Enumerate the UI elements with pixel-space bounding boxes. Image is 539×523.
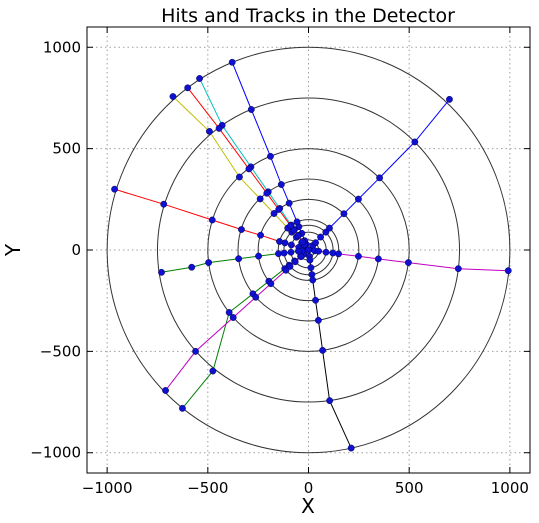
hit-point [248, 106, 254, 112]
hit-point [179, 405, 185, 411]
hit-point [268, 280, 274, 286]
hit-point [257, 196, 263, 202]
hit-point [326, 397, 332, 403]
y-tick-label: 500 [52, 140, 81, 158]
hit-point [307, 257, 313, 263]
hit-point [238, 226, 244, 232]
hit-point [192, 348, 198, 354]
hit-point [295, 233, 301, 239]
hit-point [216, 125, 222, 131]
x-tick-label: −500 [187, 479, 228, 497]
hit-point [348, 445, 354, 451]
hit-point [315, 248, 321, 254]
hit-point [196, 75, 202, 81]
hit-point [341, 211, 347, 217]
hit-point [170, 93, 176, 99]
hit-point [412, 139, 418, 145]
x-axis-label: X [301, 494, 315, 518]
hit-point [276, 238, 282, 244]
y-tick-label: 0 [71, 241, 81, 259]
y-axis-label: Y [1, 243, 25, 257]
hit-point [295, 248, 301, 254]
hit-point [283, 267, 289, 273]
hit-point [288, 249, 294, 255]
hit-point [294, 219, 300, 225]
hit-point [275, 250, 281, 256]
hit-point [405, 259, 411, 265]
chart-title: Hits and Tracks in the Detector [161, 5, 455, 27]
hit-point [205, 259, 211, 265]
hit-point [292, 259, 298, 265]
hit-point [286, 200, 292, 206]
hit-point [323, 249, 329, 255]
hit-point [189, 264, 195, 270]
hit-point [355, 196, 361, 202]
hit-point [310, 277, 316, 283]
hit-point [275, 206, 281, 212]
hit-point [267, 153, 273, 159]
hit-point [246, 166, 252, 172]
hit-point [210, 368, 216, 374]
hit-point [335, 251, 341, 257]
hit-point [376, 175, 382, 181]
x-tick-label: 1000 [491, 479, 529, 497]
x-tick-label: 500 [395, 479, 424, 497]
hit-point [257, 232, 263, 238]
hit-point [505, 267, 511, 273]
hit-point [161, 201, 167, 207]
x-tick-label: −1000 [82, 479, 133, 497]
hit-point [305, 247, 311, 253]
hit-point [229, 59, 235, 65]
y-tick-label: −500 [40, 342, 81, 360]
y-tick-label: −1000 [30, 444, 81, 462]
hit-point [288, 242, 294, 248]
hit-point [281, 250, 287, 256]
hit-point [299, 239, 305, 245]
hit-point [235, 256, 241, 262]
hit-point [253, 294, 259, 300]
hit-point [455, 265, 461, 271]
hit-point [319, 347, 325, 353]
hit-point [264, 190, 270, 196]
hit-point [206, 128, 212, 134]
hit-point [278, 181, 284, 187]
hit-point [355, 253, 361, 259]
hit-point [158, 269, 164, 275]
hit-point [308, 264, 314, 270]
hit-point [312, 297, 318, 303]
hit-point [312, 240, 318, 246]
y-tick-label: 1000 [43, 38, 81, 56]
hit-point [162, 387, 168, 393]
hit-point [111, 186, 117, 192]
hit-point [230, 314, 236, 320]
hit-point [184, 85, 190, 91]
hit-point [446, 96, 452, 102]
hit-point [209, 217, 215, 223]
hit-point [317, 234, 323, 240]
hit-point [330, 250, 336, 256]
hit-point [236, 174, 242, 180]
hit-point [375, 256, 381, 262]
hit-point [326, 225, 332, 231]
hit-point [315, 317, 321, 323]
hit-point [287, 222, 293, 228]
hit-point [255, 253, 261, 259]
